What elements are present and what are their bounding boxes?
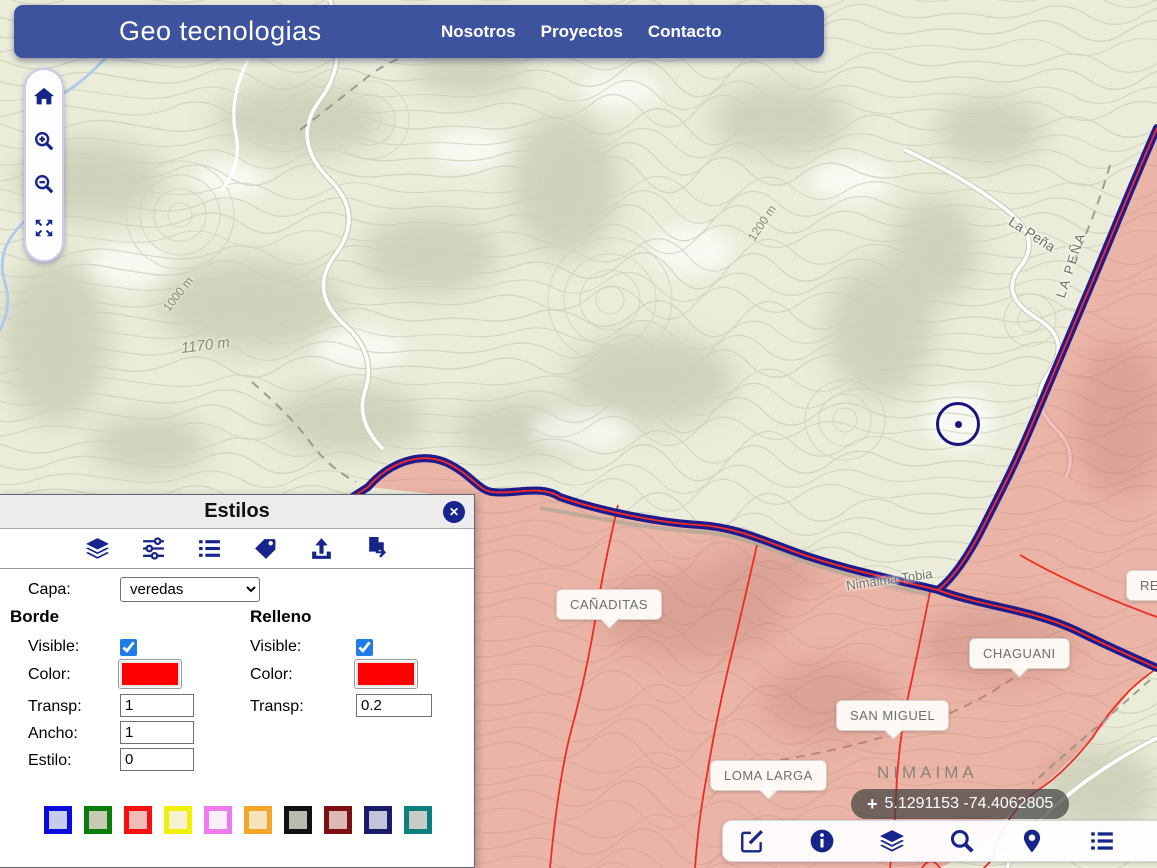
borde-color-button[interactable] <box>118 659 182 689</box>
borde-section-title: Borde <box>10 607 60 626</box>
edit-pencil-icon <box>739 830 765 858</box>
palette-swatch-blue[interactable] <box>44 806 72 834</box>
close-icon: ✕ <box>448 505 460 519</box>
upload-tab-button[interactable] <box>309 536 334 561</box>
borde-ancho-label: Ancho: <box>28 725 78 742</box>
borde-ancho-input[interactable] <box>120 721 194 744</box>
edit-button[interactable] <box>739 828 765 854</box>
layer-select[interactable]: veredas <box>120 577 260 602</box>
layers-icon <box>85 538 110 565</box>
coordinates-display: + 5.1291153 -74.4062805 <box>851 789 1070 819</box>
search-icon <box>949 829 975 858</box>
zoom-out-icon <box>33 173 55 200</box>
list-icon <box>197 540 222 565</box>
relleno-visible-label: Visible: <box>250 638 302 655</box>
home-icon <box>33 86 55 113</box>
info-button[interactable] <box>809 828 835 854</box>
layers-icon <box>879 830 905 858</box>
relleno-transp-label: Transp: <box>250 698 304 715</box>
nav-menu: Nosotros Proyectos Contacto <box>441 22 722 42</box>
zoom-in-icon <box>33 130 55 157</box>
brand-title: Geo tecnologias <box>119 16 322 46</box>
place-tooltip-san-miguel: SAN MIGUEL <box>836 700 950 731</box>
styles-panel-header: Estilos ✕ <box>0 495 474 529</box>
sliders-icon <box>141 537 166 565</box>
navbar: Geo tecnologias Nosotros Proyectos Conta… <box>14 5 824 58</box>
palette-swatch-navy[interactable] <box>364 806 392 834</box>
palette-swatch-teal[interactable] <box>404 806 432 834</box>
list-tab-button[interactable] <box>197 536 222 561</box>
nav-item-proyectos[interactable]: Proyectos <box>540 21 623 41</box>
tag-tab-button[interactable] <box>253 536 278 561</box>
palette-swatch-orange[interactable] <box>244 806 272 834</box>
layers-button[interactable] <box>879 828 905 854</box>
zoom-in-button[interactable] <box>32 131 56 155</box>
selected-point-marker <box>936 402 980 446</box>
capa-label: Capa: <box>28 581 71 598</box>
home-button[interactable] <box>32 88 56 112</box>
borde-estilo-label: Estilo: <box>28 752 72 769</box>
upload-icon <box>309 538 334 565</box>
file-export-icon <box>365 537 390 565</box>
relleno-color-button[interactable] <box>354 659 418 689</box>
sliders-tab-button[interactable] <box>141 536 166 561</box>
borde-visible-checkbox[interactable] <box>120 639 137 656</box>
search-button[interactable] <box>949 828 975 854</box>
close-button[interactable]: ✕ <box>443 501 465 523</box>
crosshair-plus-icon: + <box>867 793 878 814</box>
panel-title: Estilos <box>204 500 270 522</box>
palette-swatch-green[interactable] <box>84 806 112 834</box>
palette-swatch-red[interactable] <box>124 806 152 834</box>
styles-panel: Estilos ✕ <box>0 494 475 868</box>
map-bottom-toolbar <box>722 820 1157 862</box>
place-tooltip-chaguani: CHAGUANI <box>969 638 1070 669</box>
palette-swatch-darkred[interactable] <box>324 806 352 834</box>
borde-transp-input[interactable] <box>120 694 194 717</box>
list-icon <box>1089 832 1115 858</box>
borde-estilo-input[interactable] <box>120 748 194 771</box>
export-tab-button[interactable] <box>365 536 390 561</box>
area-label-nimaima: NIMAIMA <box>877 763 978 782</box>
palette-swatch-black[interactable] <box>284 806 312 834</box>
borde-color-swatch <box>122 663 178 685</box>
zoom-extent-button[interactable] <box>32 218 56 242</box>
info-icon <box>809 829 835 858</box>
place-tooltip-canaditas: CAÑADITAS <box>556 589 662 620</box>
nav-item-contacto[interactable]: Contacto <box>647 21 722 41</box>
zoom-out-button[interactable] <box>32 175 56 199</box>
layers-tab-button[interactable] <box>85 536 110 561</box>
location-button[interactable] <box>1019 828 1045 854</box>
borde-visible-label: Visible: <box>28 638 80 655</box>
relleno-color-label: Color: <box>250 666 293 683</box>
coordinates-value: 5.1291153 -74.4062805 <box>884 795 1054 812</box>
relleno-color-swatch <box>358 663 414 685</box>
palette-swatch-violet[interactable] <box>204 806 232 834</box>
relleno-transp-input[interactable] <box>356 694 432 717</box>
relleno-section-title: Relleno <box>250 607 312 626</box>
nav-item-nosotros[interactable]: Nosotros <box>441 21 516 41</box>
tag-icon <box>253 539 278 565</box>
relleno-visible-checkbox[interactable] <box>356 639 373 656</box>
borde-color-label: Color: <box>28 666 71 683</box>
map-marker-icon <box>1019 829 1045 858</box>
styles-panel-toolbar <box>0 529 474 569</box>
borde-transp-label: Transp: <box>28 698 82 715</box>
palette-swatch-yellow[interactable] <box>164 806 192 834</box>
map-zoom-controls <box>24 68 64 262</box>
style-preset-palette <box>44 806 432 834</box>
legend-list-button[interactable] <box>1089 828 1115 854</box>
place-tooltip-partial-re: RE <box>1126 570 1157 601</box>
expand-arrows-icon <box>33 217 55 244</box>
place-tooltip-loma-larga: LOMA LARGA <box>710 760 827 791</box>
